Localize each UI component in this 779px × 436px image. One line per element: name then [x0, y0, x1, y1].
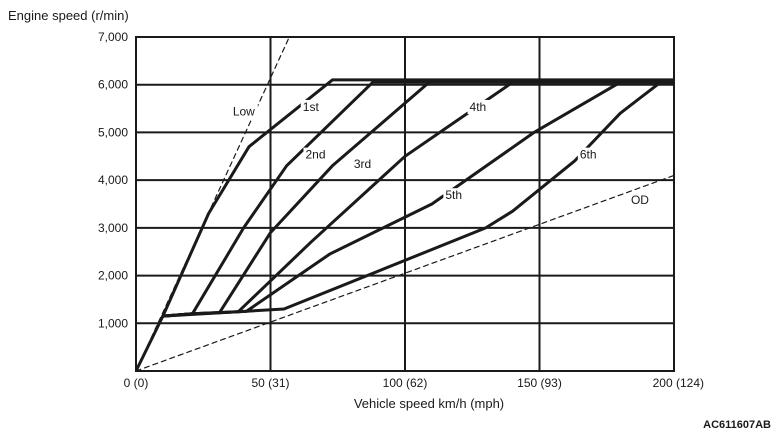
grid — [136, 37, 674, 371]
tick-layer: 1,000 2,000 3,000 4,000 5,000 6,000 7,000 0 (0)… — [98, 30, 704, 390]
y-axis-title: Engine speed (r/min) — [8, 8, 129, 23]
x-tick-label: 200 (124) — [653, 376, 704, 390]
series-line-od — [136, 174, 674, 371]
series-label-3rd: 3rd — [354, 157, 371, 171]
y-tick-label: 3,000 — [98, 221, 128, 235]
figure-code: AC611607AB — [703, 419, 771, 431]
x-tick-label: 150 (93) — [517, 376, 562, 390]
x-axis-title: Vehicle speed km/h (mph) — [354, 396, 504, 411]
series-label-1st: 1st — [303, 100, 320, 114]
x-tick-label: 0 (0) — [124, 376, 149, 390]
series-label-bg — [303, 147, 331, 162]
series-label-4th: 4th — [470, 100, 487, 114]
y-tick-label: 7,000 — [98, 30, 128, 44]
series-label-2nd: 2nd — [305, 148, 325, 162]
series-label-6th: 6th — [580, 148, 597, 162]
series-line-6th — [161, 80, 674, 318]
series-layer — [136, 37, 674, 371]
series-label-bg — [300, 99, 328, 114]
series-label-bg — [351, 157, 379, 172]
y-tick-label: 1,000 — [98, 316, 128, 330]
series-label-bg — [230, 104, 258, 119]
y-tick-label: 5,000 — [98, 125, 128, 139]
x-tick-label: 100 (62) — [383, 376, 428, 390]
series-label-bg — [577, 147, 605, 162]
series-label-low: Low — [233, 105, 255, 119]
plot-frame — [135, 36, 675, 372]
x-tick-label: 50 (31) — [251, 376, 289, 390]
y-tick-label: 6,000 — [98, 78, 128, 92]
y-tick-label: 2,000 — [98, 269, 128, 283]
series-label-od: OD — [631, 193, 649, 207]
series-label-bg — [628, 193, 649, 207]
series-label-bg — [443, 188, 471, 203]
series-label-5th: 5th — [445, 188, 462, 202]
y-tick-label: 4,000 — [98, 173, 128, 187]
series-line-1st — [136, 78, 674, 371]
series-label-bg — [467, 99, 495, 114]
